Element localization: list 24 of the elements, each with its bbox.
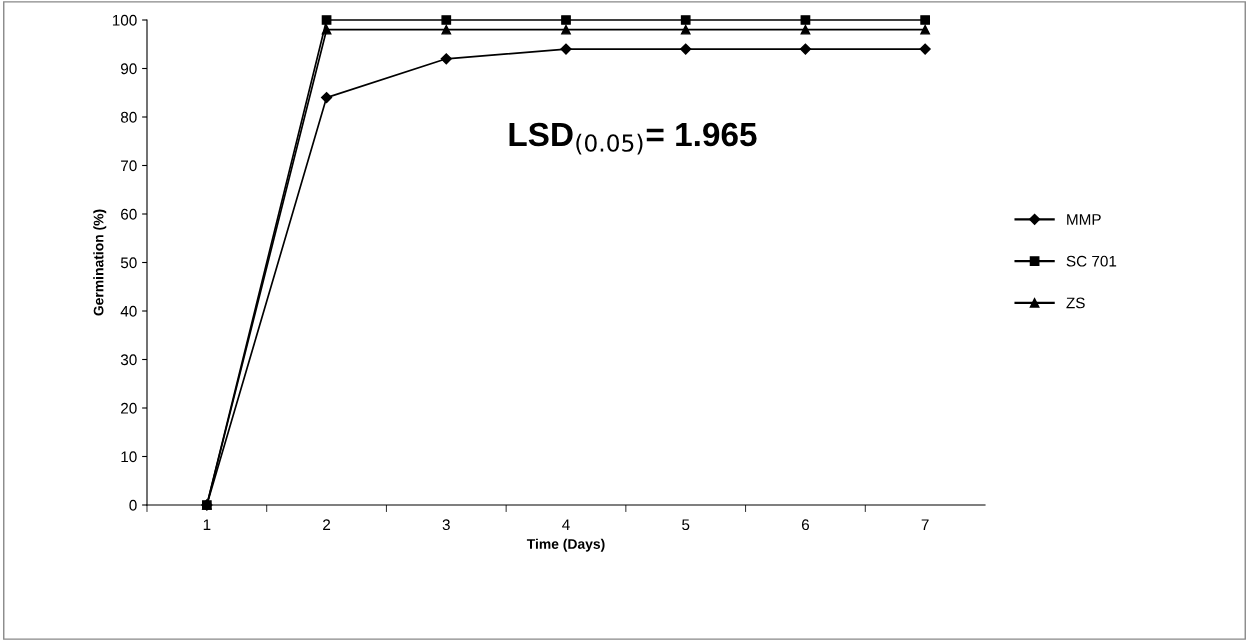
y-tick-label: 40 (120, 305, 137, 317)
y-tick-label: 10 (121, 451, 137, 463)
y-tick-label: 90 (121, 63, 137, 75)
y-tick-label: 50 (120, 257, 137, 269)
y-tick-label: 30 (120, 354, 137, 366)
x-axis-title: Time (Days) (526, 538, 605, 552)
x-tick-label: 2 (323, 519, 331, 530)
legend-label: SC 701 (1066, 255, 1117, 267)
y-tick-label: 80 (120, 111, 137, 123)
x-tick-label: 5 (682, 519, 690, 531)
y-tick-label: 60 (121, 208, 137, 220)
y-axis-title: Germination (%) (93, 209, 107, 316)
y-tick-label: 20 (121, 402, 137, 414)
y-tick-label: 100 (112, 14, 137, 26)
legend-label: ZS (1066, 297, 1085, 309)
x-tick-label: 6 (801, 519, 810, 531)
legend-label: MMP (1067, 214, 1101, 225)
x-tick-label: 1 (203, 519, 211, 530)
x-tick-label: 7 (921, 519, 929, 530)
annotation: LSD$_{(0.05)}$= 1.965 (509, 122, 757, 155)
y-tick-label: 0 (129, 499, 137, 511)
y-tick-label: 70 (121, 160, 137, 172)
x-tick-label: 3 (442, 519, 450, 531)
x-tick-label: 4 (562, 519, 570, 530)
